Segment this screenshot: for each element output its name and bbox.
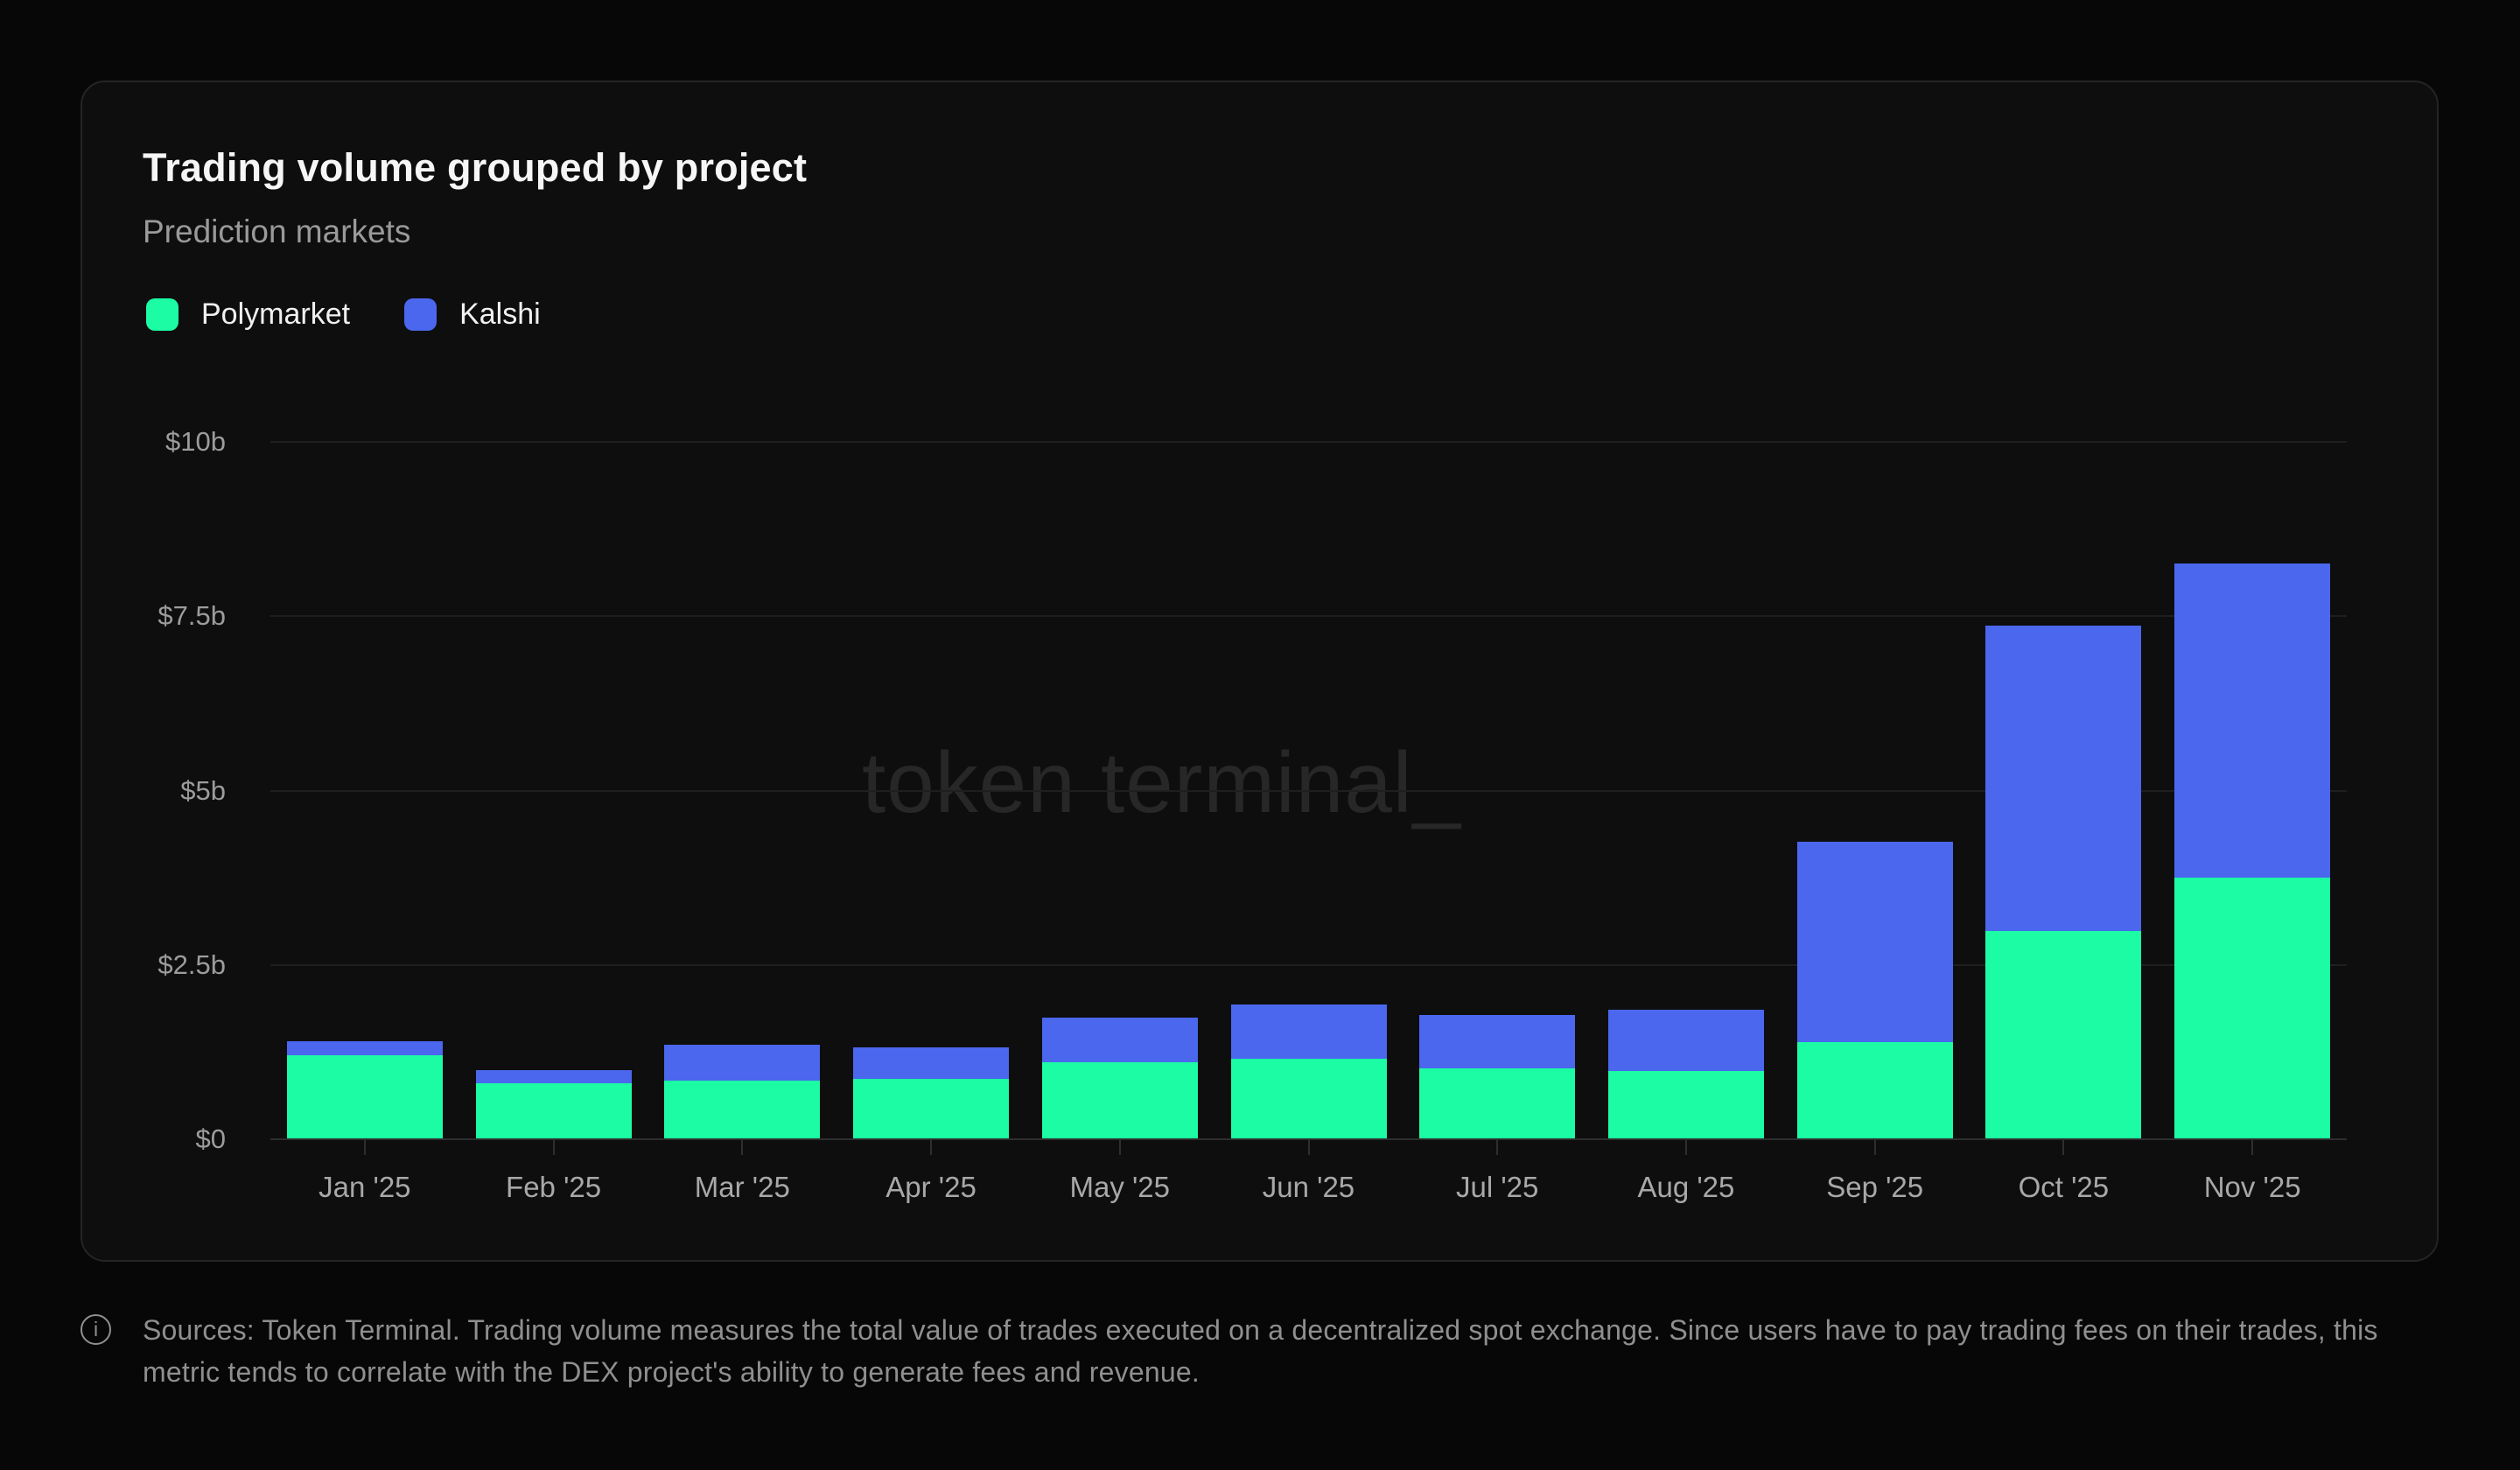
x-tick-label: Jun '25 — [1262, 1171, 1355, 1203]
legend-item-kalshi[interactable]: Kalshi — [404, 298, 541, 332]
x-tick-label: Oct '25 — [2018, 1171, 2110, 1203]
bar-group[interactable] — [1607, 1009, 1764, 1139]
polymarket-swatch-icon — [146, 298, 178, 331]
bar-segment-kalshi[interactable] — [1230, 1004, 1387, 1060]
bar-segment-polymarket[interactable] — [475, 1083, 632, 1139]
bar-segment-kalshi[interactable] — [475, 1070, 632, 1084]
legend-label-polymarket: Polymarket — [201, 297, 351, 331]
bar-segment-polymarket[interactable] — [664, 1081, 821, 1139]
x-axis-tick — [363, 1139, 366, 1155]
bar-group[interactable] — [1419, 1015, 1576, 1139]
bar-segment-kalshi[interactable] — [1041, 1018, 1198, 1063]
x-tick-label: Jan '25 — [318, 1171, 411, 1203]
bar-segment-polymarket[interactable] — [1041, 1062, 1198, 1139]
bar-group[interactable] — [2174, 563, 2331, 1139]
bar-group[interactable] — [853, 1046, 1010, 1139]
source-footnote: i Sources: Token Terminal. Trading volum… — [80, 1309, 2418, 1393]
x-tick-label: May '25 — [1069, 1171, 1171, 1203]
bar-segment-kalshi[interactable] — [1985, 625, 2142, 931]
x-axis-tick — [741, 1139, 744, 1155]
x-tick-label: Mar '25 — [694, 1171, 790, 1203]
chart-title: Trading volume grouped by project — [143, 145, 808, 190]
bar-group[interactable] — [664, 1044, 821, 1139]
y-tick-label: $7.5b — [158, 600, 226, 632]
bar-group[interactable] — [1985, 625, 2142, 1139]
x-tick-label: Sep '25 — [1826, 1171, 1924, 1203]
x-axis-tick — [1307, 1139, 1310, 1155]
bar-segment-polymarket[interactable] — [1230, 1059, 1387, 1139]
bar-segment-kalshi[interactable] — [2174, 563, 2331, 878]
y-tick-label: $2.5b — [158, 948, 226, 980]
x-tick-label: Feb '25 — [506, 1171, 602, 1203]
bar-group[interactable] — [1796, 842, 1953, 1139]
legend-label-kalshi: Kalshi — [459, 297, 541, 331]
bar-segment-kalshi[interactable] — [1796, 842, 1953, 1043]
gridline — [270, 441, 2347, 443]
bar-segment-kalshi[interactable] — [1419, 1015, 1576, 1068]
x-axis-tick — [930, 1139, 933, 1155]
bar-segment-polymarket[interactable] — [2174, 878, 2331, 1139]
bar-segment-polymarket[interactable] — [853, 1078, 1010, 1139]
plot-area — [270, 441, 2347, 1155]
kalshi-swatch-icon — [404, 298, 438, 331]
bar-group[interactable] — [1041, 1018, 1198, 1139]
gridline — [270, 615, 2347, 618]
x-axis-tick — [2251, 1139, 2254, 1155]
bar-segment-polymarket[interactable] — [1985, 930, 2142, 1139]
legend: Polymarket Kalshi — [146, 298, 541, 331]
gridline — [270, 963, 2347, 966]
x-axis-tick — [1684, 1139, 1687, 1155]
x-tick-label: Aug '25 — [1637, 1171, 1735, 1203]
y-tick-label: $0 — [195, 1124, 226, 1154]
x-axis-tick — [1496, 1139, 1499, 1155]
source-footnote-text: Sources: Token Terminal. Trading volume … — [143, 1314, 2378, 1388]
token-terminal-watermark: token terminal_ — [862, 734, 1462, 830]
gridline — [270, 789, 2347, 792]
bar-segment-polymarket[interactable] — [1796, 1042, 1953, 1139]
y-tick-label: $10b — [165, 426, 226, 457]
chart-subtitle: Prediction markets — [143, 214, 411, 249]
x-tick-label: Apr '25 — [886, 1171, 976, 1203]
bar-segment-polymarket[interactable] — [1419, 1068, 1576, 1139]
info-icon: i — [80, 1314, 111, 1345]
bar-segment-kalshi[interactable] — [664, 1044, 821, 1082]
bar-segment-kalshi[interactable] — [1607, 1009, 1764, 1071]
bar-segment-polymarket[interactable] — [1607, 1070, 1764, 1139]
x-tick-label: Nov '25 — [2203, 1171, 2301, 1203]
x-tick-label: Jul '25 — [1456, 1171, 1539, 1203]
bar-group[interactable] — [1230, 1004, 1387, 1139]
bar-group[interactable] — [475, 1070, 632, 1139]
bar-group[interactable] — [286, 1040, 443, 1139]
x-axis-line — [270, 1138, 2347, 1140]
x-axis-tick — [552, 1139, 555, 1155]
bar-segment-kalshi[interactable] — [286, 1040, 443, 1055]
bar-segment-polymarket[interactable] — [286, 1054, 443, 1139]
bar-segment-kalshi[interactable] — [853, 1046, 1010, 1079]
x-axis-tick — [2062, 1139, 2065, 1155]
x-axis-tick — [1118, 1139, 1121, 1155]
x-axis-tick — [1873, 1139, 1876, 1155]
y-tick-label: $5b — [180, 774, 226, 806]
legend-item-polymarket[interactable]: Polymarket — [146, 298, 350, 332]
